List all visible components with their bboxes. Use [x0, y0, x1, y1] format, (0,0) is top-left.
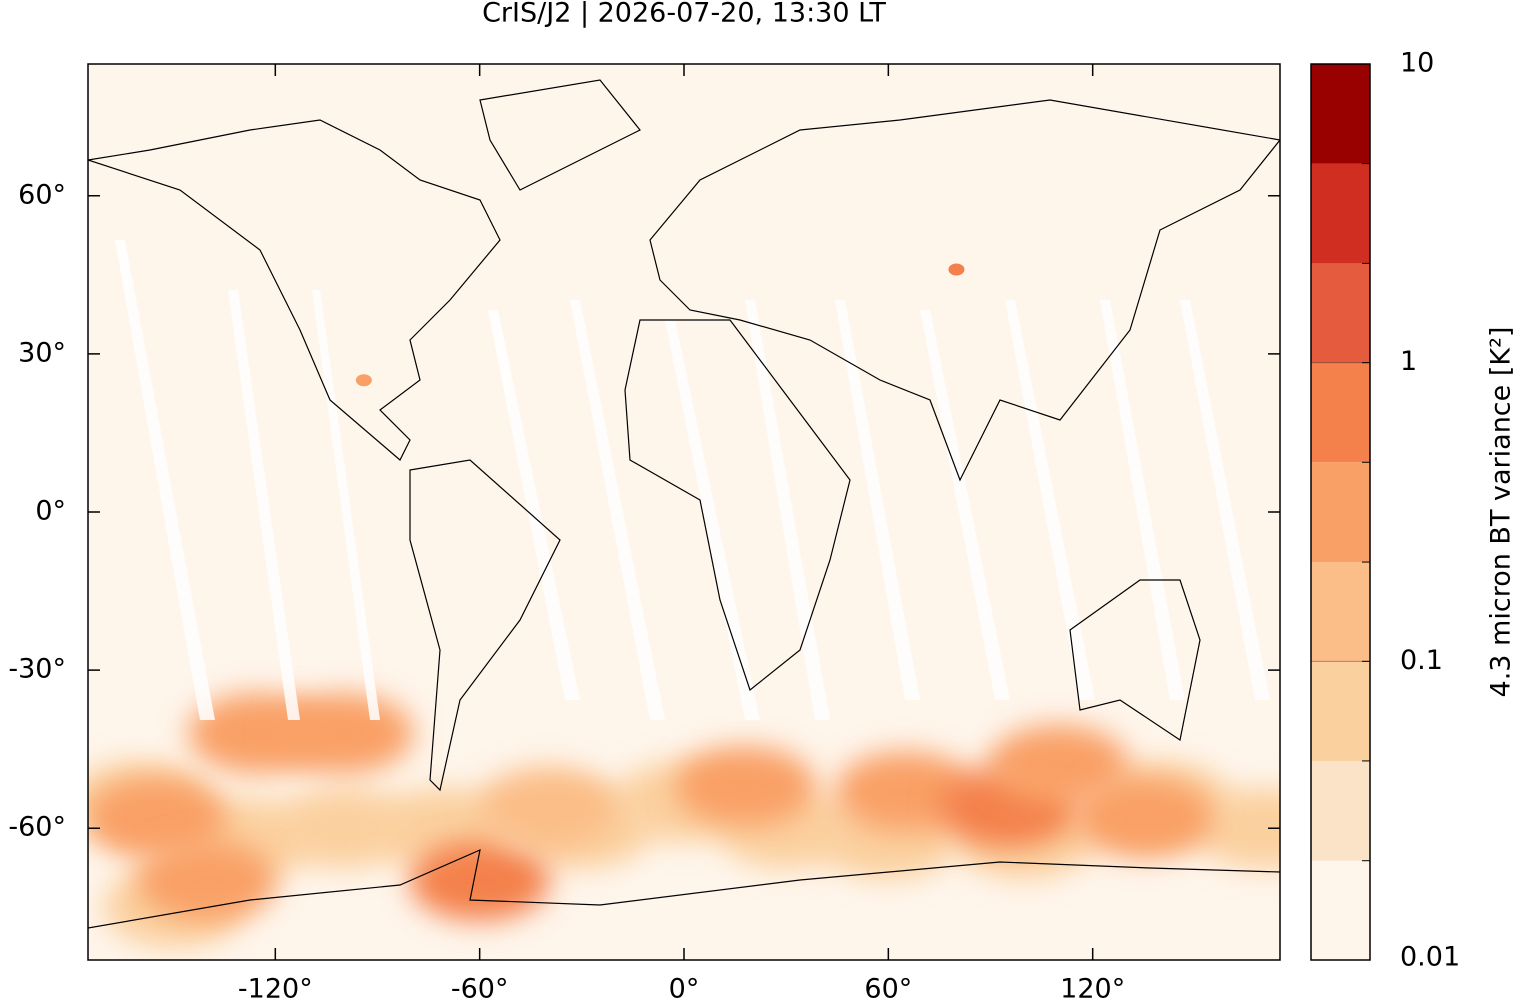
colorbar-tick-label: 10	[1400, 48, 1434, 79]
colorbar-band	[1311, 462, 1370, 563]
colorbar-tick-label: 0.01	[1400, 942, 1460, 973]
variance-patch	[88, 777, 227, 858]
variance-patch	[477, 767, 618, 848]
colorbar-band	[1311, 562, 1370, 662]
variance-patch	[273, 788, 414, 869]
colorbar-band	[1311, 760, 1370, 861]
variance-field	[88, 263, 1280, 948]
x-tick-label: 60°	[864, 974, 912, 1003]
y-tick-label: 60°	[18, 179, 66, 210]
colorbar-band	[1311, 163, 1370, 264]
variance-patch	[948, 263, 965, 276]
colorbar-band	[1311, 860, 1370, 960]
colorbar-label: 4.3 micron BT variance [K²]	[1486, 327, 1517, 698]
x-tick-label: 0°	[669, 974, 700, 1003]
colorbar-band	[1311, 661, 1370, 761]
variance-patch	[137, 840, 278, 921]
x-tick-label: -120°	[238, 974, 313, 1003]
y-tick-label: -30°	[8, 654, 66, 685]
colorbar-band	[1311, 64, 1370, 164]
x-tick-label: 120°	[1060, 974, 1125, 1003]
variance-patch	[988, 724, 1129, 805]
variance-patch	[355, 374, 372, 387]
y-tick-label: 30°	[18, 337, 66, 368]
variance-patch	[1192, 788, 1280, 869]
variance-patch	[1073, 777, 1214, 858]
swath-gaps	[115, 240, 1270, 720]
y-tick-label: -60°	[8, 812, 66, 843]
colorbar-band	[1311, 263, 1370, 363]
variance-patch	[675, 746, 816, 827]
variance-patch	[409, 840, 550, 921]
chart-title: CrIS/J2 | 2026-07-20, 13:30 LT	[482, 0, 886, 29]
coastlines	[88, 79, 1280, 929]
colorbar-frame	[1310, 63, 1371, 961]
colorbar-band	[1311, 362, 1370, 463]
y-tick-label: 0°	[35, 496, 66, 527]
colorbar-tick-label: 1	[1400, 346, 1417, 377]
colorbar-tick-label: 0.1	[1400, 645, 1443, 676]
x-tick-label: -60°	[451, 974, 509, 1003]
